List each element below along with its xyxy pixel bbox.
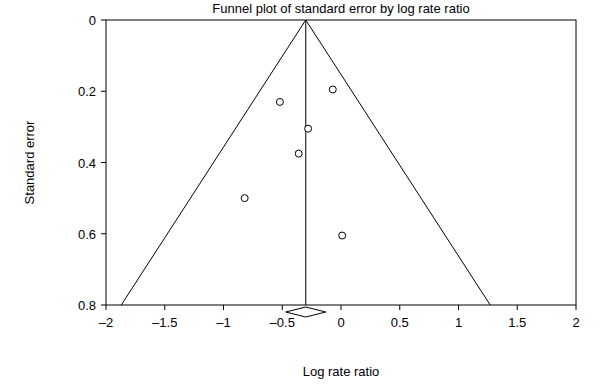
y-tick <box>101 305 106 306</box>
x-tick <box>576 305 577 310</box>
plot-frame <box>106 20 576 305</box>
y-tick-label: 0.6 <box>78 227 96 242</box>
chart-svg: Funnel plot of standard error by log rat… <box>0 0 600 386</box>
title: Funnel plot of standard error by log rat… <box>212 1 469 16</box>
y-tick <box>101 20 106 21</box>
x-tick <box>517 305 518 310</box>
study-point <box>241 195 248 202</box>
x-tick <box>106 305 107 310</box>
chart-container: Funnel plot of standard error by log rat… <box>0 0 600 386</box>
pooled-line <box>305 20 306 305</box>
study-point <box>339 232 346 239</box>
study-point <box>276 98 283 105</box>
y-tick-label: 0.2 <box>78 84 96 99</box>
x-tick-label: 0.5 <box>391 315 409 330</box>
funnel-left <box>121 20 305 305</box>
y-tick-label: 0.4 <box>78 156 96 171</box>
y-tick-label: 0 <box>89 13 96 28</box>
x-tick-label: 2 <box>572 315 579 330</box>
study-point <box>295 150 302 157</box>
x-tick-label: –1.5 <box>152 315 177 330</box>
study-point <box>329 86 336 93</box>
y-tick <box>101 233 106 234</box>
pooled-diamond <box>286 307 326 317</box>
y-tick-label: 0.8 <box>78 298 96 313</box>
x-tick-label: 0 <box>337 315 344 330</box>
x-tick-label: –2 <box>99 315 113 330</box>
x-tick <box>282 305 283 310</box>
x-axis-label: Log rate ratio <box>303 364 380 379</box>
y-axis-label: Standard error <box>22 120 37 204</box>
x-tick-label: 1.5 <box>508 315 526 330</box>
study-point <box>305 125 312 132</box>
funnel-right <box>306 20 490 305</box>
x-tick <box>164 305 165 310</box>
x-tick <box>341 305 342 310</box>
x-tick <box>399 305 400 310</box>
x-tick <box>458 305 459 310</box>
x-tick-label: –0.5 <box>270 315 295 330</box>
x-tick-label: 1 <box>455 315 462 330</box>
x-tick-label: –1 <box>216 315 230 330</box>
plot-area <box>121 20 490 305</box>
y-tick <box>101 162 106 163</box>
y-tick <box>101 91 106 92</box>
x-tick <box>223 305 224 310</box>
